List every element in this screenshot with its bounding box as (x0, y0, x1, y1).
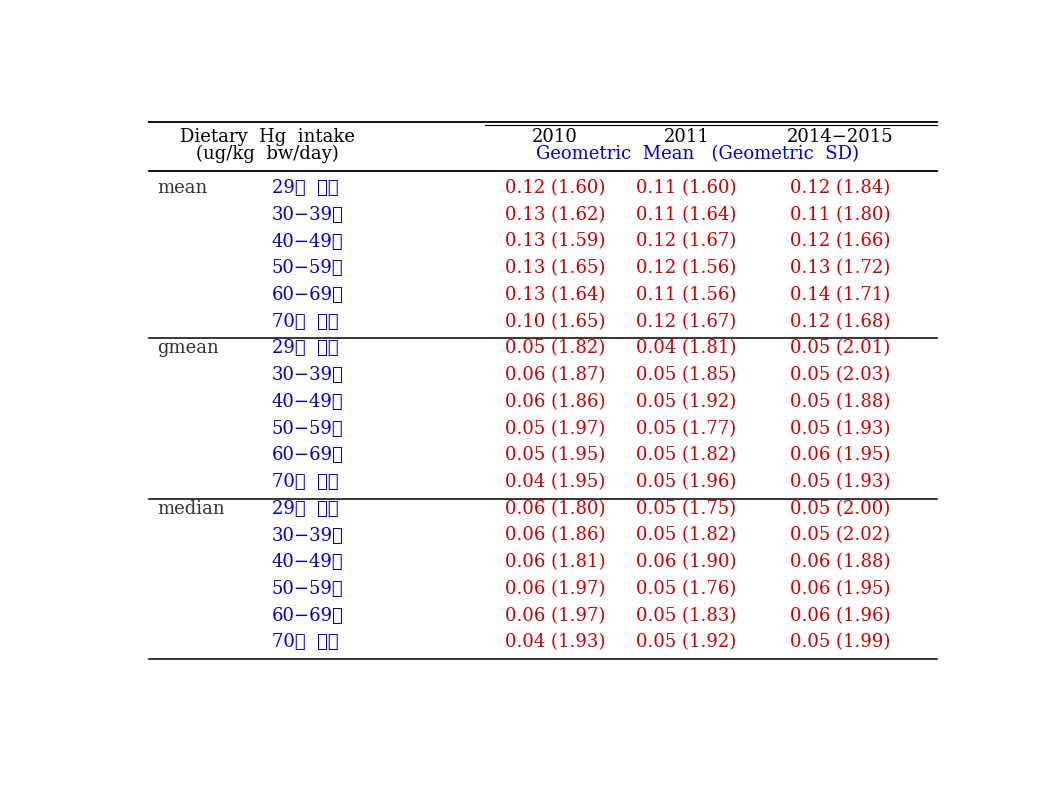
Text: 0.05 (1.97): 0.05 (1.97) (505, 420, 605, 438)
Text: 0.06 (1.86): 0.06 (1.86) (505, 393, 606, 411)
Text: 0.06 (1.88): 0.06 (1.88) (790, 553, 891, 571)
Text: 0.05 (1.85): 0.05 (1.85) (636, 366, 736, 384)
Text: 50−59세: 50−59세 (272, 260, 343, 277)
Text: 0.06 (1.95): 0.06 (1.95) (790, 580, 890, 598)
Text: 0.05 (2.01): 0.05 (2.01) (790, 339, 890, 357)
Text: 60−69세: 60−69세 (272, 607, 344, 625)
Text: 0.12 (1.67): 0.12 (1.67) (636, 233, 736, 251)
Text: 0.06 (1.96): 0.06 (1.96) (790, 607, 891, 625)
Text: 0.06 (1.86): 0.06 (1.86) (505, 526, 606, 544)
Text: 0.06 (1.87): 0.06 (1.87) (505, 366, 606, 384)
Text: 0.13 (1.65): 0.13 (1.65) (505, 260, 606, 277)
Text: 0.12 (1.60): 0.12 (1.60) (505, 179, 606, 197)
Text: 50−59세: 50−59세 (272, 580, 343, 598)
Text: 40−49세: 40−49세 (272, 233, 343, 251)
Text: median: median (157, 499, 225, 518)
Text: 70세  이상: 70세 이상 (272, 473, 339, 491)
Text: 0.06 (1.81): 0.06 (1.81) (505, 553, 606, 571)
Text: 2010: 2010 (532, 128, 578, 146)
Text: 0.13 (1.64): 0.13 (1.64) (505, 286, 606, 304)
Text: 30−39세: 30−39세 (272, 206, 344, 224)
Text: 0.12 (1.68): 0.12 (1.68) (790, 312, 890, 331)
Text: 0.05 (1.88): 0.05 (1.88) (790, 393, 890, 411)
Text: 0.13 (1.72): 0.13 (1.72) (790, 260, 890, 277)
Text: 2014−2015: 2014−2015 (787, 128, 893, 146)
Text: 29세  이하: 29세 이하 (272, 499, 339, 518)
Text: 0.11 (1.64): 0.11 (1.64) (636, 206, 737, 224)
Text: 0.14 (1.71): 0.14 (1.71) (790, 286, 890, 304)
Text: 0.05 (1.76): 0.05 (1.76) (636, 580, 736, 598)
Text: 0.12 (1.56): 0.12 (1.56) (636, 260, 736, 277)
Text: 0.06 (1.97): 0.06 (1.97) (505, 607, 606, 625)
Text: 0.12 (1.66): 0.12 (1.66) (790, 233, 890, 251)
Text: 0.12 (1.67): 0.12 (1.67) (636, 312, 736, 331)
Text: 0.05 (1.96): 0.05 (1.96) (636, 473, 737, 491)
Text: Dietary  Hg  intake: Dietary Hg intake (180, 128, 356, 146)
Text: 0.06 (1.80): 0.06 (1.80) (505, 499, 606, 518)
Text: 0.05 (1.82): 0.05 (1.82) (636, 526, 736, 544)
Text: 0.05 (1.77): 0.05 (1.77) (636, 420, 736, 438)
Text: 0.06 (1.90): 0.06 (1.90) (636, 553, 737, 571)
Text: 0.13 (1.62): 0.13 (1.62) (505, 206, 606, 224)
Text: 60−69세: 60−69세 (272, 286, 344, 304)
Text: 0.06 (1.95): 0.06 (1.95) (790, 447, 890, 465)
Text: mean: mean (157, 179, 208, 197)
Text: 0.05 (2.00): 0.05 (2.00) (790, 499, 890, 518)
Text: 50−59세: 50−59세 (272, 420, 343, 438)
Text: 29세  이하: 29세 이하 (272, 179, 339, 197)
Text: 40−49세: 40−49세 (272, 553, 343, 571)
Text: 0.12 (1.84): 0.12 (1.84) (790, 179, 890, 197)
Text: 0.05 (1.99): 0.05 (1.99) (790, 634, 890, 652)
Text: 0.06 (1.97): 0.06 (1.97) (505, 580, 606, 598)
Text: 0.05 (1.92): 0.05 (1.92) (636, 634, 736, 652)
Text: 60−69세: 60−69세 (272, 447, 344, 465)
Text: 70세  이상: 70세 이상 (272, 312, 339, 331)
Text: 0.05 (1.75): 0.05 (1.75) (636, 499, 736, 518)
Text: 0.04 (1.93): 0.04 (1.93) (505, 634, 606, 652)
Text: 0.05 (1.82): 0.05 (1.82) (505, 339, 605, 357)
Text: gmean: gmean (157, 339, 219, 357)
Text: 0.05 (2.03): 0.05 (2.03) (790, 366, 890, 384)
Text: (ug/kg  bw/day): (ug/kg bw/day) (196, 145, 339, 163)
Text: 0.11 (1.56): 0.11 (1.56) (636, 286, 737, 304)
Text: 29세  이하: 29세 이하 (272, 339, 339, 357)
Text: 40−49세: 40−49세 (272, 393, 343, 411)
Text: 0.05 (1.93): 0.05 (1.93) (790, 473, 890, 491)
Text: 0.05 (1.93): 0.05 (1.93) (790, 420, 890, 438)
Text: 0.04 (1.95): 0.04 (1.95) (505, 473, 605, 491)
Text: 0.05 (1.95): 0.05 (1.95) (505, 447, 605, 465)
Text: 2011: 2011 (663, 128, 710, 146)
Text: 0.13 (1.59): 0.13 (1.59) (505, 233, 606, 251)
Text: 0.05 (1.83): 0.05 (1.83) (636, 607, 737, 625)
Text: 70세  이상: 70세 이상 (272, 634, 339, 652)
Text: 30−39세: 30−39세 (272, 366, 344, 384)
Text: 0.11 (1.80): 0.11 (1.80) (790, 206, 891, 224)
Text: Geometric  Mean   (Geometric  SD): Geometric Mean (Geometric SD) (536, 145, 859, 163)
Text: 0.11 (1.60): 0.11 (1.60) (636, 179, 737, 197)
Text: 0.05 (1.82): 0.05 (1.82) (636, 447, 736, 465)
Text: 0.05 (1.92): 0.05 (1.92) (636, 393, 736, 411)
Text: 0.05 (2.02): 0.05 (2.02) (790, 526, 890, 544)
Text: 30−39세: 30−39세 (272, 526, 344, 544)
Text: 0.10 (1.65): 0.10 (1.65) (505, 312, 606, 331)
Text: 0.04 (1.81): 0.04 (1.81) (636, 339, 737, 357)
